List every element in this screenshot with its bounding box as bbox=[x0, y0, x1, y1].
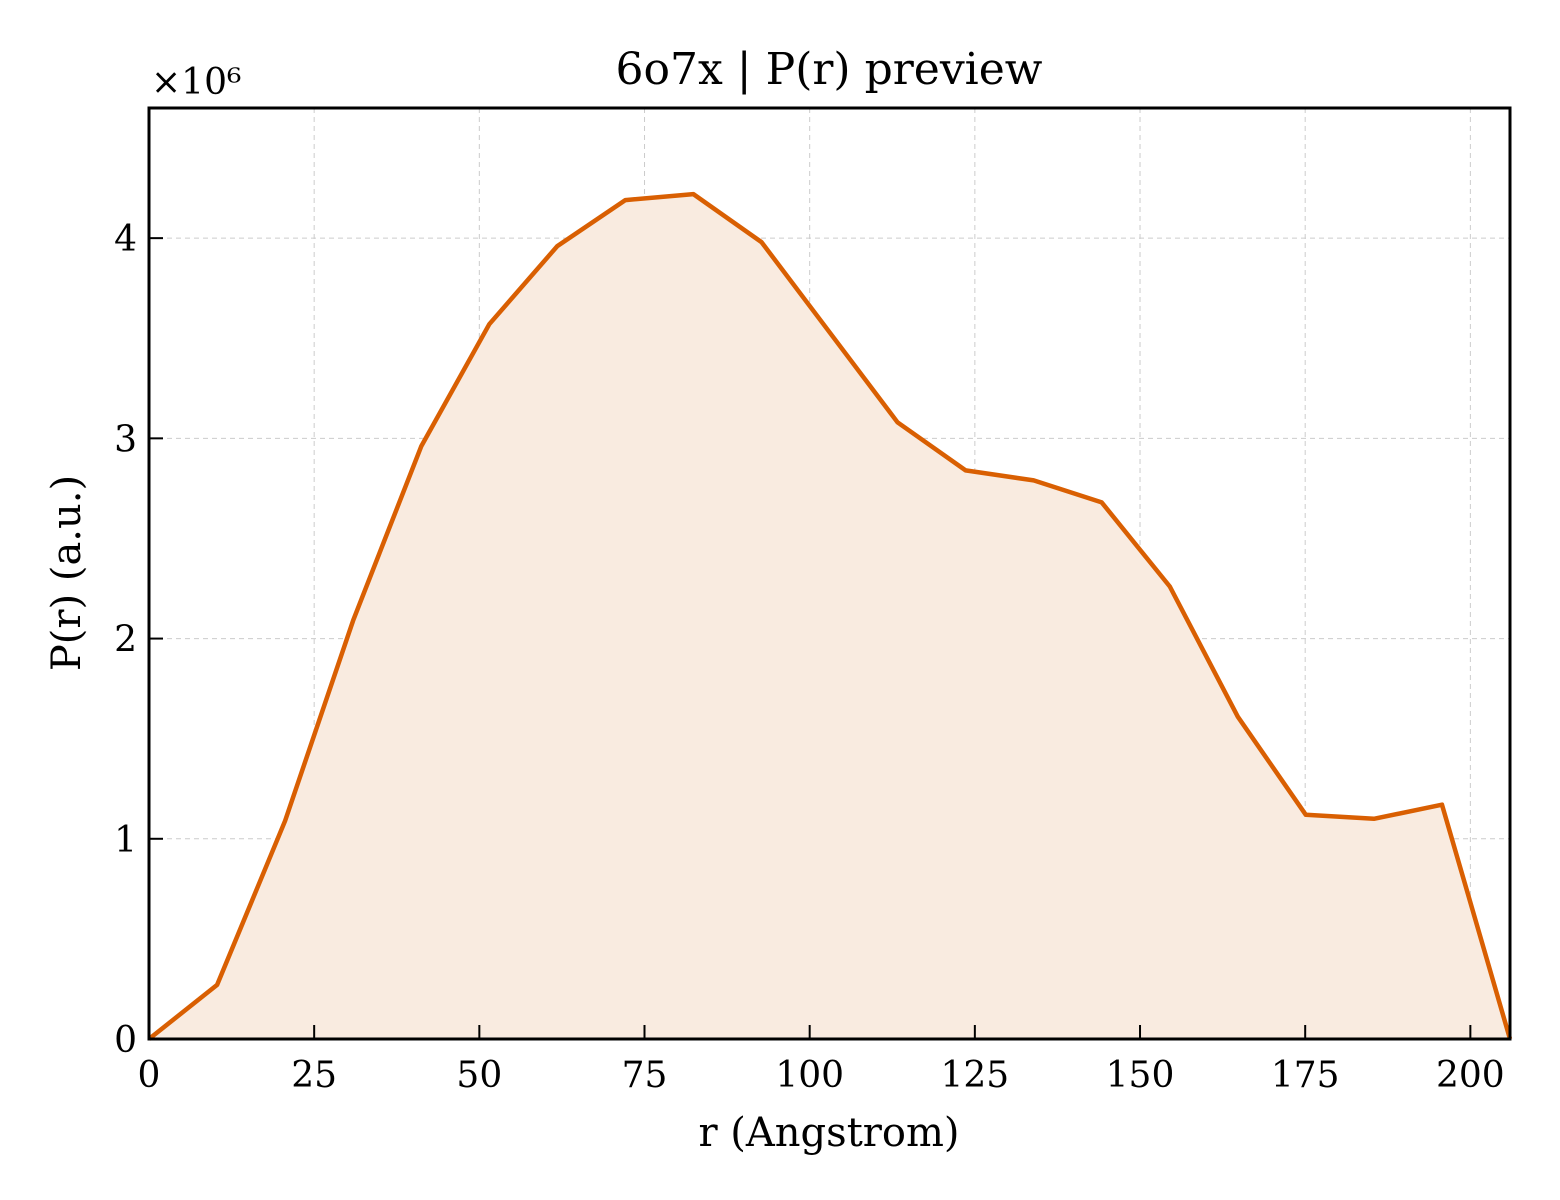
x-tick-label: 100 bbox=[775, 1055, 844, 1096]
chart-title: 6o7x | P(r) preview bbox=[616, 44, 1043, 95]
axis-ticks: 0 25 50 75 100 125 150 175 200 0 1 2 3 4 bbox=[114, 219, 1505, 1096]
pr-area-fill bbox=[149, 194, 1510, 1040]
pr-series-line bbox=[147, 191, 1513, 1041]
x-tick-label: 75 bbox=[622, 1055, 668, 1096]
x-tick-label: 150 bbox=[1106, 1055, 1175, 1096]
plot-frame bbox=[147, 106, 1512, 1041]
y-tick-label: 4 bbox=[114, 219, 137, 260]
x-tick-label: 175 bbox=[1271, 1055, 1340, 1096]
x-tick-label: 0 bbox=[138, 1055, 161, 1096]
y-tick-label: 1 bbox=[114, 820, 137, 861]
x-tick-label: 125 bbox=[940, 1055, 1009, 1096]
x-tick-label: 25 bbox=[291, 1055, 337, 1096]
y-tick-label: 2 bbox=[114, 620, 137, 661]
y-multiplier-label: ×10⁶ bbox=[151, 62, 241, 103]
y-axis-label: P(r) (a.u.) bbox=[44, 475, 90, 671]
x-tick-label: 200 bbox=[1436, 1055, 1505, 1096]
y-tick-label: 3 bbox=[114, 419, 137, 460]
x-tick-label: 50 bbox=[456, 1055, 502, 1096]
x-axis-label: r (Angstrom) bbox=[698, 1110, 959, 1156]
y-tick-label: 0 bbox=[114, 1020, 137, 1061]
